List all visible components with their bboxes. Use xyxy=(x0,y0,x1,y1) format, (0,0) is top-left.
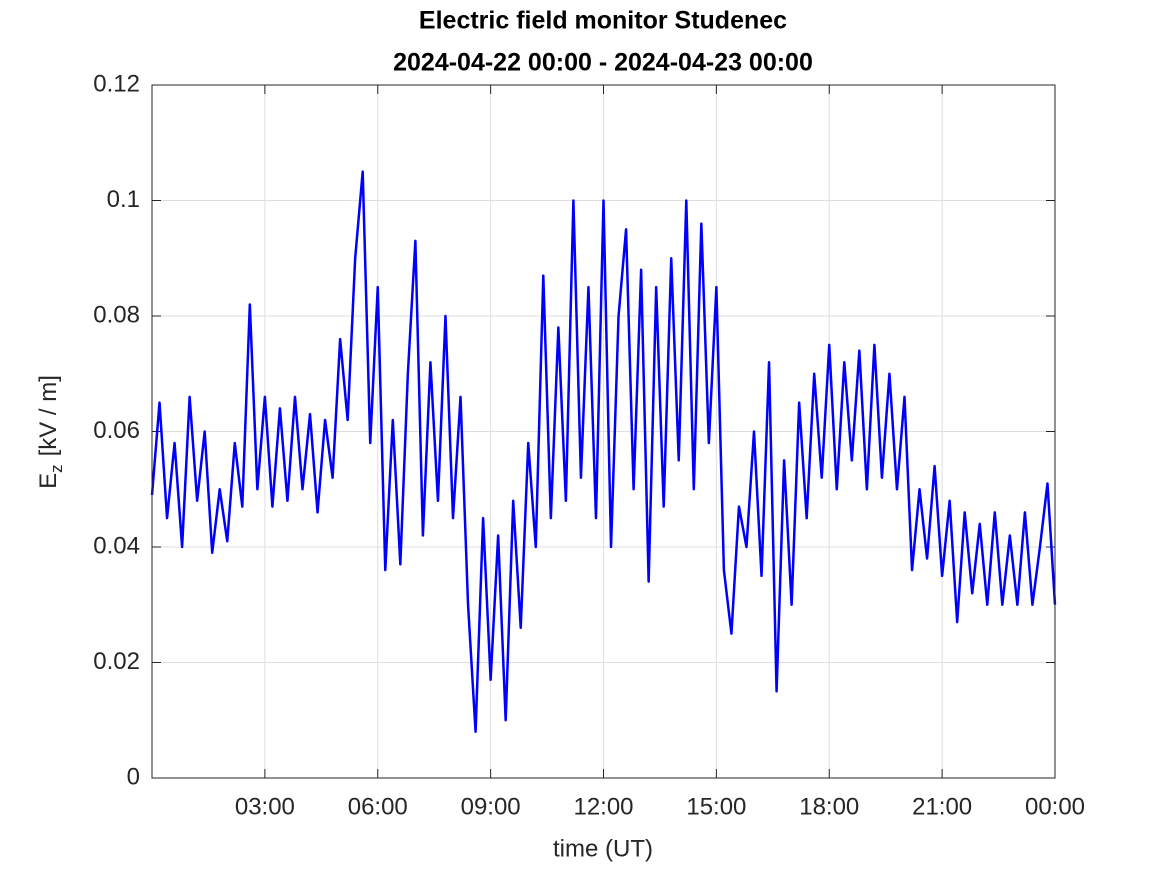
x-tick-label: 15:00 xyxy=(686,793,746,820)
x-tick-label: 06:00 xyxy=(348,793,408,820)
y-label-unit: [kV / m] xyxy=(35,375,62,456)
y-tick-label: 0.04 xyxy=(93,532,140,559)
y-tick-label: 0.12 xyxy=(93,70,140,97)
y-tick-label: 0.02 xyxy=(93,648,140,675)
y-tick-label: 0 xyxy=(127,763,140,790)
chart-subtitle: 2024-04-22 00:00 - 2024-04-23 00:00 xyxy=(393,49,813,77)
chart-title: Electric field monitor Studenec xyxy=(419,7,787,35)
y-tick-label: 0.08 xyxy=(93,301,140,328)
plot-frame xyxy=(151,84,1056,779)
y-axis-label-text: Ez [kV / m] xyxy=(35,375,66,489)
x-tick-label: 12:00 xyxy=(573,793,633,820)
y-tick-label: 0.06 xyxy=(93,417,140,444)
x-tick-label: 21:00 xyxy=(912,793,972,820)
x-tick-label: 18:00 xyxy=(799,793,859,820)
y-label-main: E xyxy=(35,473,62,489)
x-tick-label: 09:00 xyxy=(461,793,521,820)
data-line xyxy=(150,170,1057,734)
x-tick-label: 00:00 xyxy=(1025,793,1085,820)
y-label-sub: z xyxy=(47,464,66,473)
y-axis-label: Ez [kV / m] xyxy=(35,375,66,489)
x-axis-label: time (UT) xyxy=(553,835,653,862)
x-tick-label: 03:00 xyxy=(235,793,295,820)
y-tick-label: 0.1 xyxy=(107,186,140,213)
